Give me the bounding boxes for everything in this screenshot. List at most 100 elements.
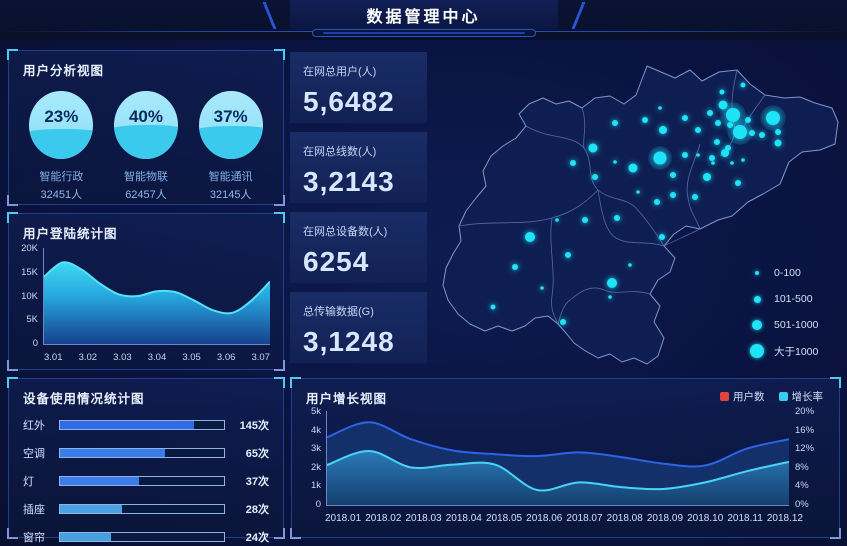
stat-card: 在网总设备数(人) 6254 (290, 212, 427, 283)
bar-track (59, 532, 225, 542)
growth-chart: 5k 4k 3k 2k 1k 0 20% 16% 12% 8% 4% 0% (292, 406, 839, 510)
axis-tick: 2018.01 (325, 513, 362, 524)
axis-tick: 2018.02 (365, 513, 402, 524)
banner-underline-decor (311, 29, 536, 37)
map-bubbles (490, 82, 786, 325)
legend-item: 增长率 (778, 389, 824, 404)
gauge-circle: 40% (113, 91, 178, 159)
login-area-fill (44, 262, 270, 344)
bar-fill (60, 421, 195, 429)
axis-tick: 3.04 (147, 352, 167, 363)
growth-x-axis: 2018.01 2018.02 2018.03 2018.04 2018.05 2018.… (325, 513, 803, 524)
panel-title: 设备使用情况统计图 (23, 392, 145, 406)
bar-row: 红外 145次 (23, 417, 269, 433)
bar-fill (60, 533, 111, 541)
axis-tick: 12% (795, 443, 815, 455)
bar-track (59, 504, 225, 514)
banner-slash-right-icon (571, 2, 585, 29)
bar-label: 插座 (23, 504, 45, 516)
bar-row: 灯 37次 (23, 473, 269, 489)
axis-tick: 3.05 (182, 352, 201, 363)
gauge-percent: 23% (44, 107, 79, 126)
axis-tick: 3.01 (44, 352, 63, 363)
legend-dot-icon (752, 320, 762, 330)
corner-bracket (7, 212, 18, 223)
corner-bracket (274, 49, 285, 60)
axis-tick: 2018.03 (405, 513, 442, 524)
axis-tick: 3k (310, 443, 321, 455)
corner-bracket (274, 212, 285, 223)
growth-y-axis-left: 5k 4k 3k 2k 1k 0 (302, 406, 326, 510)
login-y-axis: 20K 15K 10K 5K 0 (17, 243, 43, 349)
axis-tick: 8% (795, 461, 809, 473)
login-area-chart (43, 261, 271, 344)
gauge-label: 智能通讯 (208, 171, 253, 183)
bar-row: 窗帘 24次 (23, 529, 269, 545)
stat-value: 3,1248 (303, 326, 395, 357)
corner-bracket (830, 528, 841, 539)
title-banner: 数据管理中心 (262, 0, 585, 30)
axis-tick: 16% (795, 424, 815, 436)
page-title: 数据管理中心 (366, 9, 481, 26)
bar-value: 28次 (245, 504, 269, 516)
axis-tick: 3.03 (113, 352, 132, 363)
banner-slash-left-icon (262, 2, 276, 29)
header: 数据管理中心 (0, 0, 847, 40)
axis-tick: 2018.04 (445, 513, 482, 524)
bar-label: 窗帘 (23, 532, 45, 544)
panel-title: 用户增长视图 (306, 392, 388, 406)
corner-bracket (7, 49, 18, 60)
corner-bracket (290, 528, 301, 539)
bar-row: 空调 65次 (23, 445, 269, 461)
map-legend-item: 501-1000 (748, 312, 818, 338)
bar-value: 145次 (239, 420, 269, 432)
axis-tick: 3.06 (216, 352, 236, 363)
axis-tick: 0 (315, 498, 321, 510)
gauge-wave-fill (198, 126, 263, 159)
axis-tick: 0% (795, 498, 809, 510)
legend-label: 增长率 (791, 391, 824, 403)
login-line (43, 261, 271, 315)
bar-track (59, 448, 225, 458)
gauge-value: 32451人 (40, 189, 83, 201)
liquid-gauge: 40% 智能物联 62457人 (106, 91, 186, 202)
axis-tick: 1k (310, 480, 321, 492)
stat-card: 总传输数据(G) 3,1248 (290, 292, 427, 363)
login-plot-area (43, 248, 271, 345)
gauge-value: 32145人 (209, 189, 252, 201)
corner-bracket (274, 360, 285, 371)
stat-value: 3,2143 (303, 166, 395, 197)
axis-tick: 2018.07 (566, 513, 603, 524)
map-legend-item: 大于1000 (748, 338, 818, 364)
growth-y-axis-right: 20% 16% 12% 8% 4% 0% (789, 406, 821, 510)
bar-value: 65次 (245, 448, 269, 460)
rate-area-fill (327, 450, 789, 505)
login-chart: 20K 15K 10K 5K 0 (9, 242, 283, 349)
corner-bracket (7, 528, 18, 539)
bar-value: 37次 (245, 476, 269, 488)
region-map: 0-100 101-500 501-1000 大于1000 (432, 48, 842, 373)
gauge-percent: 40% (128, 107, 163, 126)
stat-card: 在网总线数(人) 3,2143 (290, 132, 427, 203)
axis-tick: 20K (21, 243, 38, 254)
axis-tick: 3.02 (78, 352, 98, 363)
legend-swatch-icon (778, 392, 788, 401)
axis-tick: 20% (795, 406, 815, 417)
legend-swatch-icon (720, 392, 729, 401)
legend-label: 用户数 (733, 391, 765, 403)
legend-label: 0-100 (774, 267, 801, 279)
bar-label: 空调 (23, 448, 45, 460)
axis-tick: 4% (795, 480, 809, 492)
gauge-row: 23% 智能行政 32451人 40% 智能物联 62457人 37% 智能通讯… (9, 79, 283, 202)
corner-bracket (290, 377, 301, 388)
bar-value: 24次 (245, 532, 269, 544)
axis-tick: 2018.12 (766, 513, 803, 524)
axis-tick: 2018.06 (526, 513, 563, 524)
map-legend: 0-100 101-500 501-1000 大于1000 (748, 260, 818, 364)
legend-label: 501-1000 (774, 319, 819, 331)
axis-tick: 2018.10 (687, 513, 724, 524)
stat-label: 在网总用户(人) (303, 66, 377, 78)
axis-tick: 3.07 (251, 352, 270, 363)
corner-bracket (7, 360, 18, 371)
